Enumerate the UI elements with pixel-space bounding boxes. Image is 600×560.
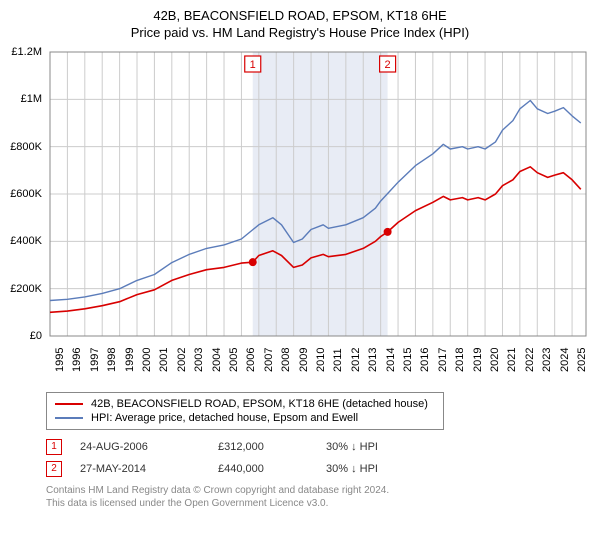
x-tick-label: 2015	[402, 348, 414, 372]
credit-line-1: Contains HM Land Registry data © Crown c…	[46, 484, 590, 497]
x-tick-label: 2011	[332, 348, 344, 372]
x-tick-label: 2006	[245, 348, 257, 372]
sale-delta: 30% ↓ HPI	[326, 441, 378, 453]
y-tick-label: £800K	[10, 141, 42, 153]
sale-date: 24-AUG-2006	[80, 441, 200, 453]
x-tick-label: 2005	[228, 348, 240, 372]
y-tick-label: £0	[30, 330, 42, 342]
x-tick-label: 2000	[141, 348, 153, 372]
x-tick-label: 1998	[106, 348, 118, 372]
legend-label: HPI: Average price, detached house, Epso…	[91, 412, 358, 424]
legend-row: HPI: Average price, detached house, Epso…	[55, 411, 435, 425]
sale-price: £312,000	[218, 441, 308, 453]
x-tick-label: 1997	[89, 348, 101, 372]
y-tick-label: £400K	[10, 235, 42, 247]
x-tick-label: 2018	[454, 348, 466, 372]
sale-marker: 1	[46, 439, 62, 455]
chart-subtitle: Price paid vs. HM Land Registry's House …	[10, 25, 590, 40]
x-tick-label: 2003	[193, 348, 205, 372]
svg-text:1: 1	[250, 59, 256, 71]
y-tick-label: £1.2M	[11, 46, 42, 58]
x-tick-label: 1999	[124, 348, 136, 372]
sale-delta: 30% ↓ HPI	[326, 463, 378, 475]
x-tick-label: 2023	[541, 348, 553, 372]
sale-marker: 2	[46, 461, 62, 477]
credit-text: Contains HM Land Registry data © Crown c…	[46, 484, 590, 510]
legend-row: 42B, BEACONSFIELD ROAD, EPSOM, KT18 6HE …	[55, 397, 435, 411]
y-tick-label: £1M	[21, 93, 42, 105]
chart-area: 12 £0£200K£400K£600K£800K£1M£1.2M 199519…	[10, 46, 590, 386]
sales-table: 1 24-AUG-2006 £312,000 30% ↓ HPI 2 27-MAY-201…	[46, 436, 590, 480]
x-tick-label: 2014	[385, 348, 397, 372]
x-tick-label: 2024	[559, 348, 571, 372]
x-tick-label: 2019	[472, 348, 484, 372]
x-tick-label: 2022	[524, 348, 536, 372]
x-tick-label: 2009	[298, 348, 310, 372]
legend-label: 42B, BEACONSFIELD ROAD, EPSOM, KT18 6HE …	[91, 398, 428, 410]
x-tick-label: 2021	[506, 348, 518, 372]
legend-swatch	[55, 403, 83, 405]
svg-text:2: 2	[385, 59, 391, 71]
x-tick-label: 2002	[176, 348, 188, 372]
sale-row: 2 27-MAY-2014 £440,000 30% ↓ HPI	[46, 458, 590, 480]
y-tick-label: £200K	[10, 283, 42, 295]
x-tick-label: 1995	[54, 348, 66, 372]
sale-date: 27-MAY-2014	[80, 463, 200, 475]
x-tick-label: 2013	[367, 348, 379, 372]
credit-line-2: This data is licensed under the Open Gov…	[46, 497, 590, 510]
chart-svg: 12	[10, 46, 590, 386]
y-tick-label: £600K	[10, 188, 42, 200]
legend-swatch	[55, 417, 83, 419]
chart-title: 42B, BEACONSFIELD ROAD, EPSOM, KT18 6HE	[10, 8, 590, 23]
x-tick-label: 2010	[315, 348, 327, 372]
x-tick-label: 2008	[280, 348, 292, 372]
x-tick-label: 2025	[576, 348, 588, 372]
sale-price: £440,000	[218, 463, 308, 475]
x-tick-label: 2012	[350, 348, 362, 372]
x-tick-label: 2001	[158, 348, 170, 372]
x-tick-label: 2007	[263, 348, 275, 372]
x-tick-label: 2016	[419, 348, 431, 372]
legend-box: 42B, BEACONSFIELD ROAD, EPSOM, KT18 6HE …	[46, 392, 444, 430]
x-tick-label: 2020	[489, 348, 501, 372]
x-tick-label: 1996	[71, 348, 83, 372]
x-tick-label: 2004	[211, 348, 223, 372]
sale-row: 1 24-AUG-2006 £312,000 30% ↓ HPI	[46, 436, 590, 458]
x-tick-label: 2017	[437, 348, 449, 372]
